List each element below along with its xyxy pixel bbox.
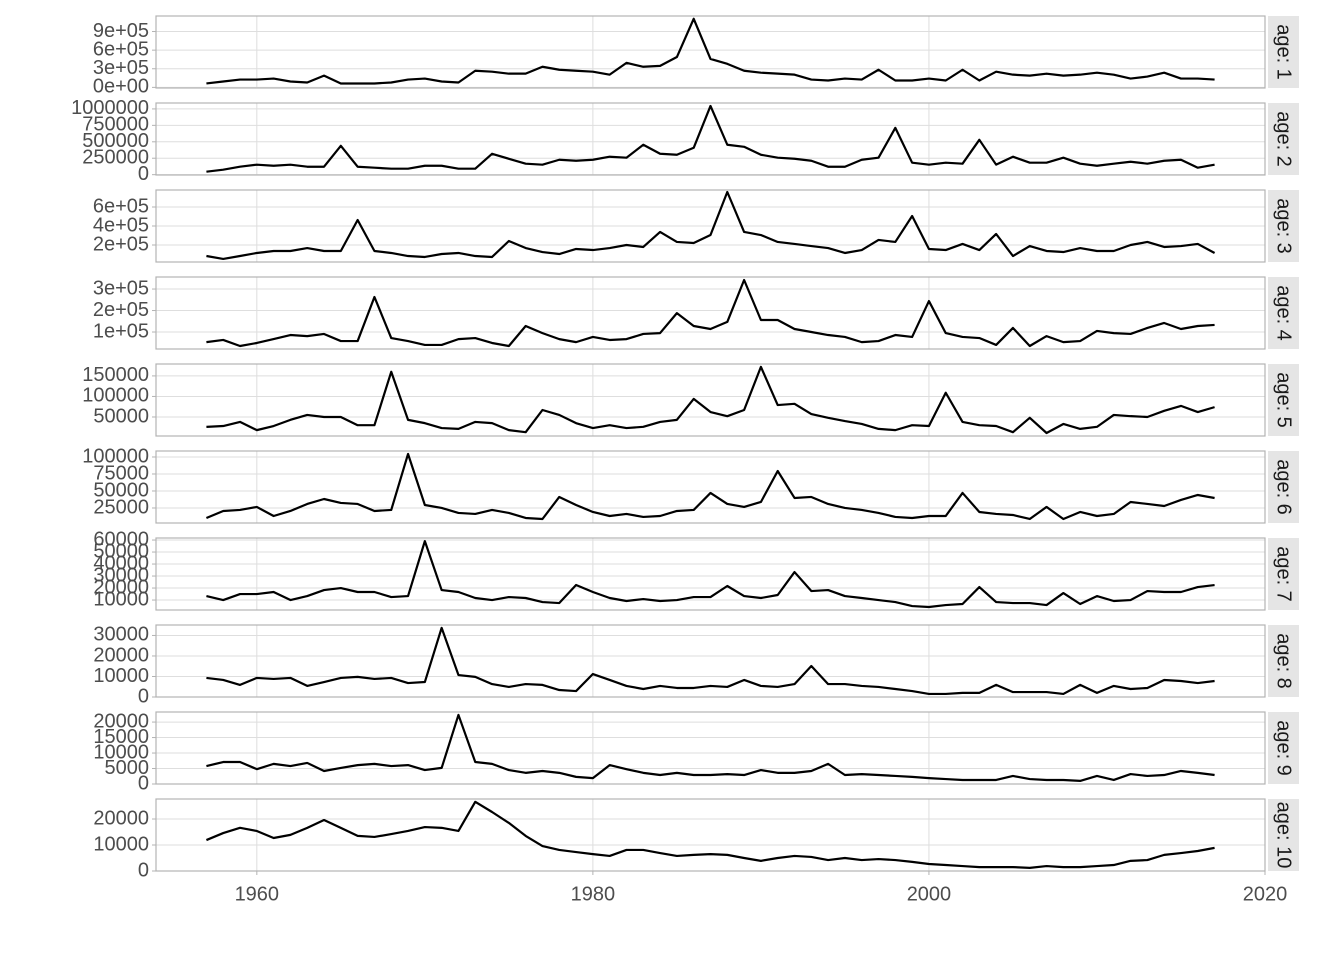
y-tick-label: 40000 <box>93 552 149 574</box>
strip-text: age: 2 <box>1273 111 1295 167</box>
panel-border <box>155 711 1266 785</box>
strip-text: age: 10 <box>1273 802 1295 869</box>
panel-background <box>156 451 1265 523</box>
series-line <box>206 17 1215 85</box>
y-tick-label: 10000 <box>93 665 149 687</box>
y-tick-label: 25000 <box>93 496 149 518</box>
y-tick-label: 20000 <box>93 576 149 598</box>
y-tick-label: 15000 <box>93 726 149 748</box>
panel-background <box>156 103 1265 175</box>
y-tick-label: 20000 <box>93 710 149 732</box>
series-line <box>206 626 1215 696</box>
panel-border <box>155 276 1266 350</box>
y-tick-label: 3e+05 <box>93 277 149 299</box>
y-tick-label: 0 <box>138 163 149 185</box>
y-tick-label: 750000 <box>82 114 149 136</box>
strip-text: age: 7 <box>1273 546 1295 602</box>
panel-border <box>155 102 1266 176</box>
strip-background <box>1268 277 1299 349</box>
panel-border <box>155 537 1266 611</box>
panel-border <box>155 624 1266 698</box>
y-tick-label: 50000 <box>93 405 149 427</box>
series-line <box>206 190 1216 261</box>
series-line <box>206 540 1215 609</box>
y-tick-label: 1e+05 <box>93 320 149 342</box>
series-line <box>206 278 1215 348</box>
panel-border <box>155 15 1266 89</box>
series-line <box>205 800 1215 869</box>
y-tick-label: 10000 <box>93 588 149 610</box>
strip-text: age: 9 <box>1273 720 1295 776</box>
x-tick-label: 1980 <box>571 883 616 905</box>
strip-text: age: 5 <box>1273 372 1295 428</box>
panel-background <box>156 277 1265 349</box>
x-tick-label: 2020 <box>1243 883 1288 905</box>
y-tick-label: 5000 <box>105 757 150 779</box>
strip-background <box>1268 712 1299 784</box>
y-tick-label: 20000 <box>93 807 149 829</box>
strip-background <box>1268 799 1299 871</box>
series-line <box>205 452 1215 521</box>
y-tick-label: 100000 <box>82 385 149 407</box>
y-tick-label: 2e+05 <box>93 299 149 321</box>
y-tick-label: 500000 <box>82 130 149 152</box>
panel-background <box>156 712 1265 784</box>
y-tick-label: 10000 <box>93 833 149 855</box>
strip-text: age: 4 <box>1273 285 1295 341</box>
y-tick-label: 10000 <box>93 741 149 763</box>
strip-background <box>1268 451 1299 523</box>
x-tick-label: 1960 <box>235 883 280 905</box>
strip-text: age: 1 <box>1273 24 1295 80</box>
strip-background <box>1268 538 1299 610</box>
strip-background <box>1268 364 1299 436</box>
strip-background <box>1268 16 1299 88</box>
panel-border <box>155 363 1266 437</box>
y-tick-label: 50000 <box>93 479 149 501</box>
y-tick-label: 75000 <box>93 462 149 484</box>
y-tick-label: 50000 <box>93 540 149 562</box>
panel-background <box>156 538 1265 610</box>
y-tick-label: 0 <box>138 772 149 794</box>
series-line <box>206 104 1215 173</box>
y-tick-label: 0e+00 <box>93 76 149 98</box>
series-line <box>206 713 1215 782</box>
y-tick-label: 9e+05 <box>93 20 149 42</box>
panel-background <box>156 799 1265 871</box>
y-tick-label: 30000 <box>93 564 149 586</box>
strip-text: age: 8 <box>1273 633 1295 689</box>
y-tick-label: 0 <box>138 859 149 881</box>
strip-text: age: 6 <box>1273 459 1295 515</box>
y-tick-label: 3e+05 <box>93 57 149 79</box>
panel-background <box>156 16 1265 88</box>
x-tick-label: 2000 <box>907 883 952 905</box>
strip-background <box>1268 103 1299 175</box>
panel-border <box>155 798 1266 872</box>
y-tick-label: 250000 <box>82 147 149 169</box>
strip-background <box>1268 625 1299 697</box>
y-tick-label: 1000000 <box>71 97 149 119</box>
strip-text: age: 3 <box>1273 198 1295 254</box>
panel-border <box>155 189 1266 263</box>
y-tick-label: 2e+05 <box>93 233 149 255</box>
y-tick-label: 30000 <box>93 624 149 646</box>
y-tick-label: 6e+05 <box>93 195 149 217</box>
y-tick-label: 6e+05 <box>93 38 149 60</box>
series-line <box>206 365 1215 435</box>
panel-border <box>155 450 1266 524</box>
y-tick-label: 100000 <box>82 445 149 467</box>
y-tick-label: 0 <box>138 685 149 707</box>
y-tick-label: 60000 <box>93 528 149 550</box>
y-tick-label: 150000 <box>82 364 149 386</box>
strip-background <box>1268 190 1299 262</box>
y-tick-label: 4e+05 <box>93 214 149 236</box>
y-tick-label: 20000 <box>93 644 149 666</box>
